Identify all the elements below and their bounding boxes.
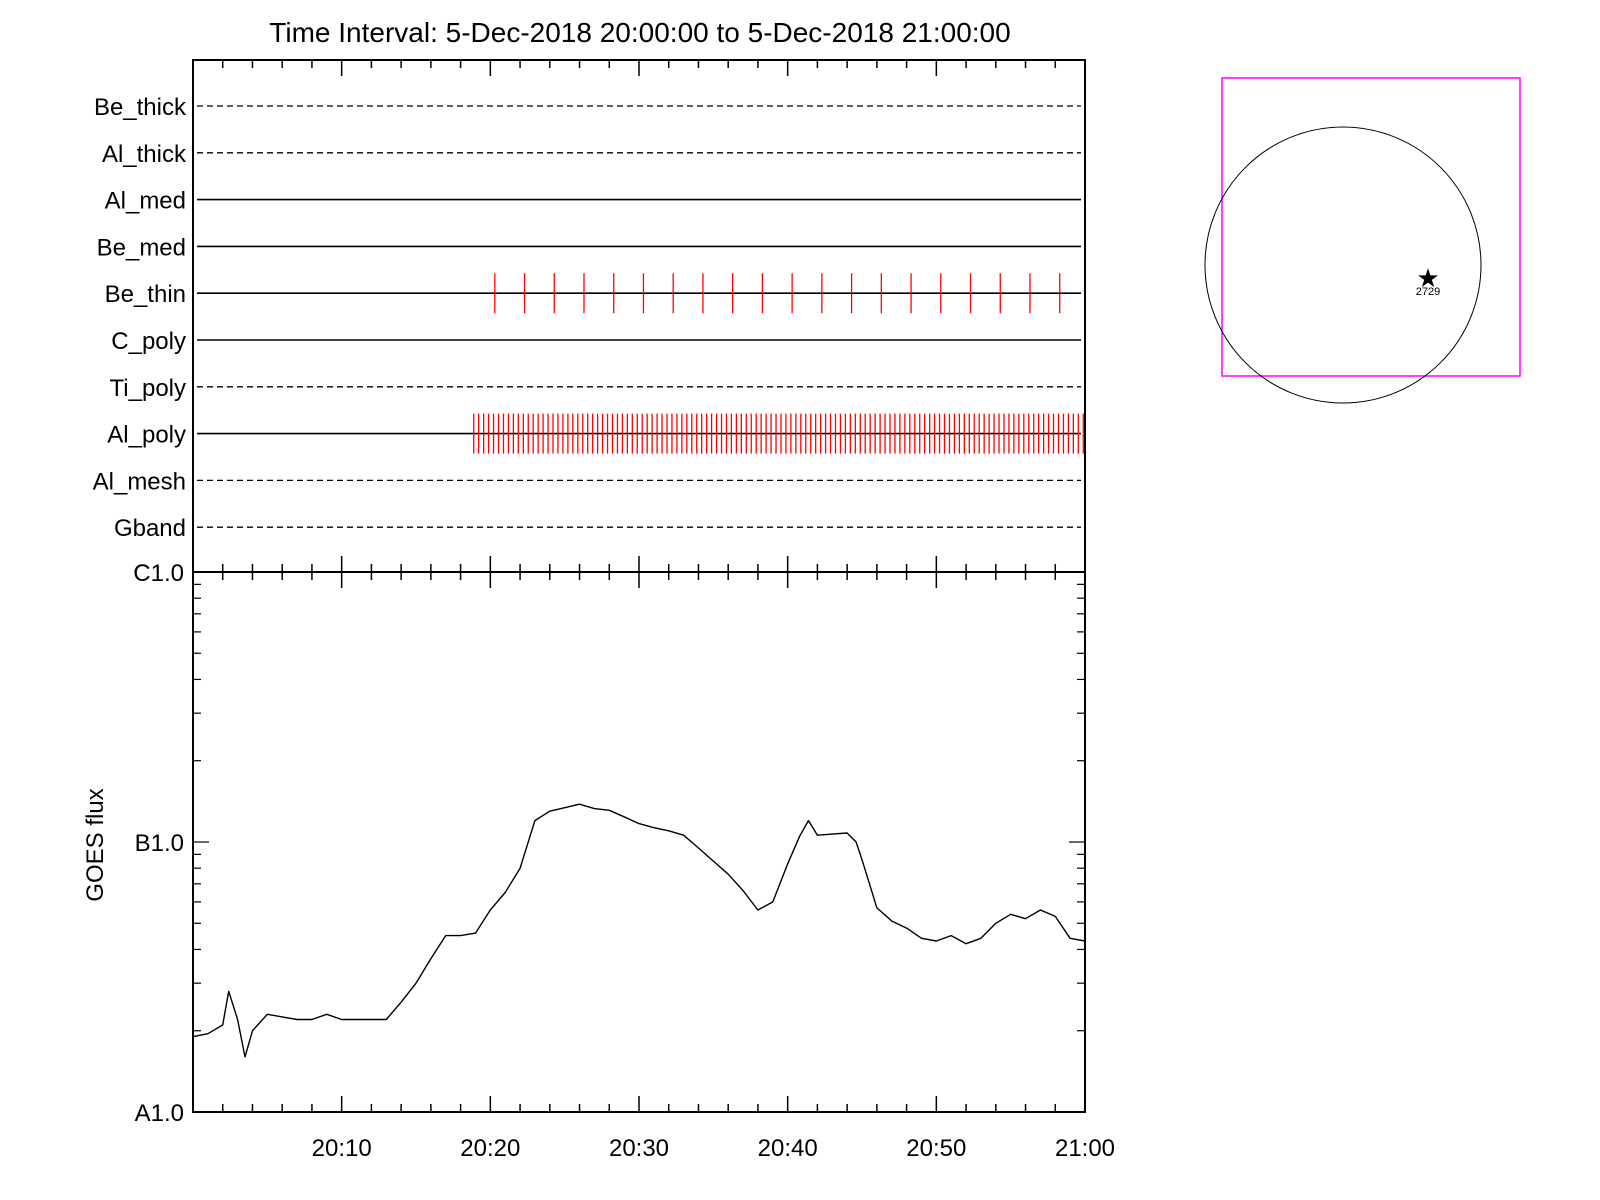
- chart-title: Time Interval: 5-Dec-2018 20:00:00 to 5-…: [269, 17, 1010, 48]
- channel-label: Gband: [114, 515, 186, 542]
- y-tick-label: C1.0: [133, 560, 184, 587]
- field-of-view-box: [1221, 77, 1521, 377]
- x-tick-label: 20:40: [758, 1135, 818, 1162]
- channel-label: Al_med: [105, 188, 186, 215]
- x-tick-label: 21:00: [1055, 1135, 1115, 1162]
- x-tick-label: 20:20: [460, 1135, 520, 1162]
- goes-y-axis-label: GOES flux: [82, 788, 109, 901]
- x-tick-label: 20:10: [312, 1135, 372, 1162]
- channel-label: C_poly: [111, 328, 186, 355]
- x-tick-label: 20:30: [609, 1135, 669, 1162]
- y-tick-label: A1.0: [135, 1100, 184, 1127]
- channel-label: Be_thin: [105, 281, 186, 308]
- channel-label: Be_thick: [94, 94, 187, 121]
- solar-disk-map: ★ 2729: [1204, 77, 1521, 404]
- channel-label: Al_mesh: [93, 468, 186, 495]
- event-location-star-icon: ★: [1416, 263, 1439, 293]
- channel-label: Al_poly: [107, 422, 186, 449]
- channel-label: Ti_poly: [110, 375, 186, 402]
- solar-limb: [1204, 126, 1482, 404]
- x-tick-label: 20:50: [906, 1135, 966, 1162]
- y-tick-label: B1.0: [135, 830, 184, 857]
- channel-label: Al_thick: [102, 141, 187, 168]
- goes-flux-line: [192, 803, 1086, 1058]
- goes-panel-frame: [192, 571, 1086, 1113]
- timeline-panel-frame: [192, 59, 1086, 573]
- event-location-label: 2729: [1416, 286, 1440, 298]
- filter-timeline-panel: Be_thick Al_thick Al_med Be_med Be_thin C_pol…: [93, 59, 1086, 573]
- channel-label: Be_med: [97, 234, 186, 261]
- goes-flux-panel: GOES flux 20:10 20:20 20:30 20:40 20:50 21:00…: [82, 560, 1115, 1162]
